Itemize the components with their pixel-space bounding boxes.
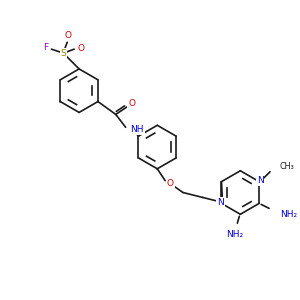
Text: O: O xyxy=(167,179,174,188)
Text: N: N xyxy=(257,176,263,185)
Text: O: O xyxy=(128,99,135,108)
Text: CH₃: CH₃ xyxy=(280,162,295,171)
Text: NH₂: NH₂ xyxy=(226,230,243,238)
Text: NH: NH xyxy=(130,125,144,134)
Text: NH₂: NH₂ xyxy=(280,210,297,219)
Text: F: F xyxy=(43,43,48,52)
Text: O: O xyxy=(78,44,85,53)
Text: N: N xyxy=(217,198,224,207)
Text: O: O xyxy=(65,31,72,40)
Text: S: S xyxy=(60,49,66,58)
